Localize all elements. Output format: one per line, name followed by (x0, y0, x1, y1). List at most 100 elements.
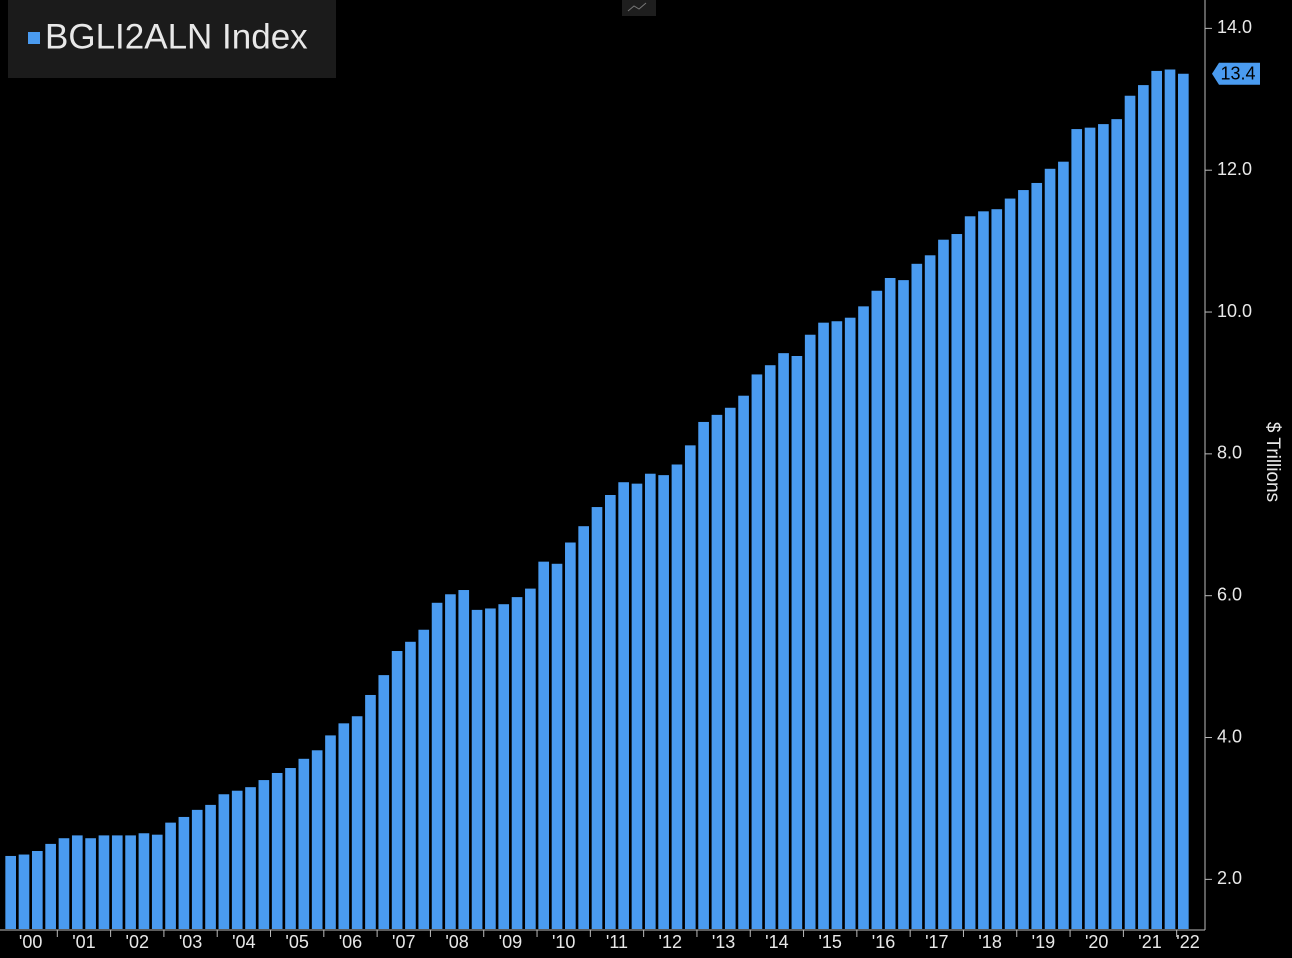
bar (884, 277, 896, 929)
icon-glyph (627, 2, 647, 12)
bar (338, 723, 350, 929)
legend-label: BGLI2ALN Index (45, 17, 308, 56)
bar (498, 604, 510, 929)
bar (1111, 119, 1123, 930)
bar (778, 353, 789, 929)
bar (1071, 129, 1083, 930)
bar (58, 838, 70, 929)
bar (165, 822, 176, 929)
x-tick-label: '04 (232, 932, 255, 952)
bar (485, 608, 496, 929)
bar (111, 835, 123, 929)
bar (684, 445, 696, 929)
bar (511, 597, 523, 929)
bar (98, 835, 110, 929)
chart-type-icon[interactable] (622, 0, 656, 16)
bar (991, 209, 1003, 930)
bar (471, 609, 483, 929)
x-tick-label: '21 (1138, 932, 1161, 952)
bar (911, 263, 923, 930)
bar (85, 838, 96, 929)
bar (871, 290, 883, 929)
bar (578, 526, 590, 929)
last-value-badge (1212, 62, 1260, 85)
bar (205, 804, 216, 929)
x-tick-label: '06 (339, 932, 362, 952)
x-tick-label: '07 (392, 932, 415, 952)
bar (271, 772, 283, 929)
y-tick-label: 12.0 (1217, 159, 1252, 179)
y-tick-label: 2.0 (1217, 868, 1242, 888)
bar (1178, 73, 1189, 929)
bar (45, 843, 56, 929)
bar (978, 211, 989, 929)
bar (951, 234, 963, 930)
bar (138, 833, 150, 929)
bar (924, 255, 936, 929)
bar (325, 735, 336, 929)
bar (525, 588, 536, 929)
bar (125, 835, 136, 929)
bar (538, 561, 550, 929)
bar (938, 239, 949, 930)
x-tick-label: '11 (606, 932, 628, 952)
bar (258, 780, 270, 929)
bar (1044, 168, 1056, 929)
bar (458, 590, 470, 929)
x-tick-label: '02 (126, 932, 149, 952)
bar (1151, 70, 1163, 930)
bar (751, 374, 763, 929)
x-tick-label: '17 (925, 932, 948, 952)
bar (1004, 198, 1016, 929)
bar (604, 494, 616, 929)
bar (231, 790, 243, 929)
bar (178, 816, 190, 929)
bar (818, 322, 829, 929)
bar (844, 317, 856, 929)
y-axis-label: $ Trillions (1262, 422, 1283, 502)
x-tick-label: '05 (285, 932, 308, 952)
bar (551, 563, 563, 929)
last-value-label: 13.4 (1220, 64, 1255, 84)
bar (1124, 95, 1136, 930)
y-tick-label: 6.0 (1217, 584, 1242, 604)
bar (1031, 182, 1043, 929)
bar (1084, 127, 1096, 929)
bar (218, 794, 230, 929)
x-tick-label: '08 (445, 932, 468, 952)
bar (858, 306, 869, 929)
x-tick-label: '14 (765, 932, 788, 952)
bar (1164, 69, 1176, 930)
bar (1058, 161, 1069, 930)
legend-box (8, 0, 336, 78)
x-tick-label: '22 (1176, 932, 1199, 952)
x-tick-label: '16 (872, 932, 895, 952)
y-tick-label: 4.0 (1217, 726, 1242, 746)
bar (71, 835, 83, 929)
x-tick-label: '12 (659, 932, 682, 952)
bar (378, 675, 390, 929)
bar (698, 421, 709, 929)
bar (711, 414, 723, 929)
bar (191, 809, 203, 929)
x-tick-label: '19 (1032, 932, 1055, 952)
x-tick-label: '00 (19, 932, 42, 952)
x-tick-label: '09 (499, 932, 522, 952)
bar (351, 716, 363, 929)
bar (5, 855, 16, 929)
bar (431, 602, 443, 929)
bar (724, 407, 736, 929)
bar (831, 321, 843, 929)
x-tick-label: '01 (72, 932, 95, 952)
bar (631, 483, 643, 929)
bar (391, 651, 403, 929)
y-tick-label: 14.0 (1217, 17, 1252, 37)
bar (898, 280, 909, 930)
bar (365, 694, 376, 929)
bar (418, 629, 430, 929)
x-tick-label: '10 (552, 932, 575, 952)
y-tick-label: 8.0 (1217, 443, 1242, 463)
bar (151, 834, 163, 929)
bar (671, 464, 683, 929)
